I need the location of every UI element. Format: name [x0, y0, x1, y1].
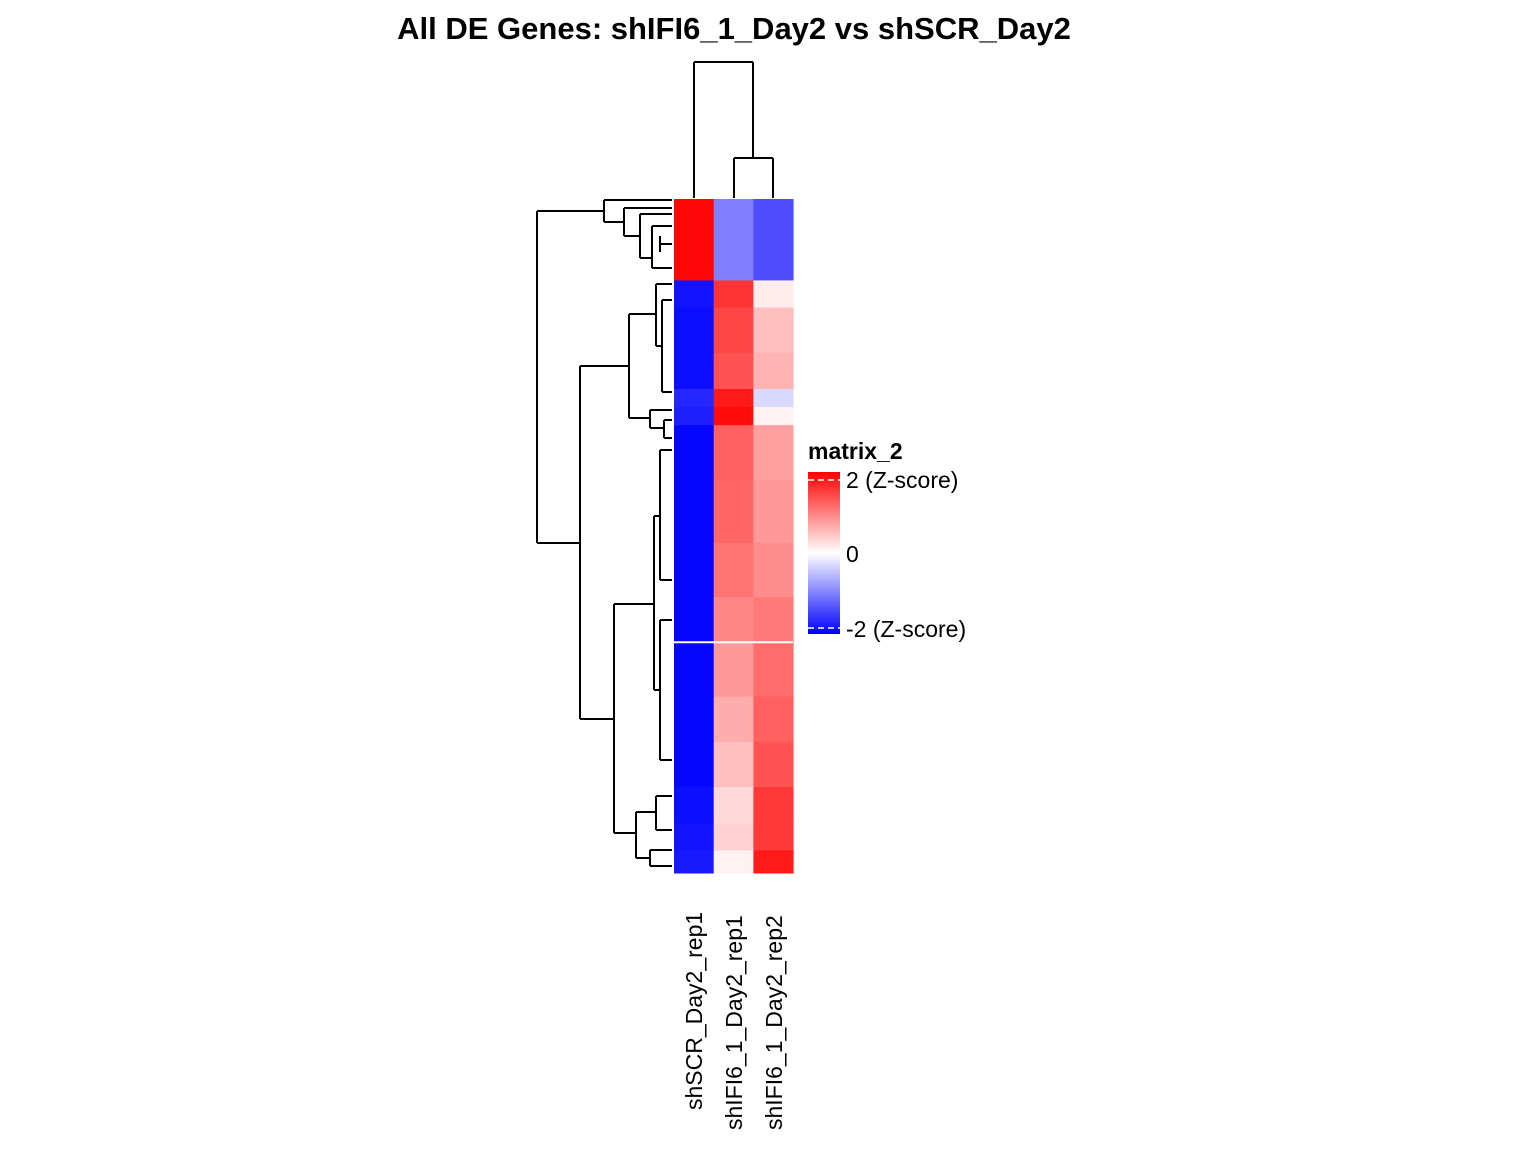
heatmap-cell-g8-c1 — [713, 542, 754, 598]
heatmap-cell-g6-c0 — [674, 425, 715, 480]
heatmap-cell-g3-c2 — [753, 352, 794, 390]
heatmap-cell-g11-c1 — [713, 696, 754, 743]
heatmap-cell-g0-c1 — [713, 199, 754, 281]
col-label-shIFI6-rep1: shIFI6_1_Day2_rep1 — [721, 915, 747, 1130]
legend-label-mid: 0 — [846, 541, 859, 567]
heatmap-cell-g7-c2 — [753, 479, 794, 544]
col-label-shSCR-rep1: shSCR_Day2_rep1 — [681, 912, 707, 1110]
heatmap-cell-g14-c2 — [753, 823, 794, 851]
heatmap-cell-g5-c1 — [713, 407, 754, 426]
heatmap-cell-g12-c1 — [713, 741, 754, 788]
heatmap-cell-g7-c1 — [713, 479, 754, 544]
heatmap-cell-g2-c2 — [753, 307, 794, 354]
heatmap-cell-g14-c1 — [713, 823, 754, 851]
heatmap-cell-g3-c0 — [674, 352, 715, 390]
heatmap-cell-g12-c0 — [674, 741, 715, 788]
heatmap-cell-g11-c2 — [753, 696, 794, 743]
heatmap-cell-g2-c0 — [674, 307, 715, 354]
heatmap-cell-g15-c1 — [713, 850, 754, 874]
heatmap-cell-g10-c0 — [674, 642, 715, 698]
heatmap-cell-g7-c0 — [674, 479, 715, 544]
heatmap-cell-g8-c0 — [674, 542, 715, 598]
heatmap-cell-g9-c1 — [713, 597, 754, 643]
heatmap-cell-g0-c2 — [753, 199, 794, 281]
heatmap-cell-g10-c2 — [753, 642, 794, 698]
heatmap-cell-g14-c0 — [674, 823, 715, 851]
heatmap-cell-g9-c0 — [674, 597, 715, 643]
legend-colorbar — [808, 472, 840, 634]
heatmap-cell-g3-c1 — [713, 352, 754, 390]
heatmap-cell-g4-c0 — [674, 388, 715, 408]
heatmap-cell-g1-c0 — [674, 280, 715, 309]
heatmap-cell-g5-c2 — [753, 407, 794, 426]
col-label-shIFI6-rep2: shIFI6_1_Day2_rep2 — [761, 915, 787, 1130]
legend-label-high: 2 (Z-score) — [846, 467, 958, 493]
heatmap-cell-g9-c2 — [753, 597, 794, 643]
heatmap-cell-g4-c2 — [753, 388, 794, 408]
heatmap-cell-g13-c0 — [674, 787, 715, 824]
heatmap-cell-g8-c2 — [753, 542, 794, 598]
heatmap-cell-g15-c0 — [674, 850, 715, 874]
column-dendrogram — [693, 61, 774, 198]
heatmap-cell-g1-c2 — [753, 280, 794, 309]
heatmap-cell-g6-c1 — [713, 425, 754, 480]
legend: matrix_2 2 (Z-score) 0 -2 (Z-score) — [808, 438, 966, 642]
heatmap-cell-g4-c1 — [713, 388, 754, 408]
row-dendrogram — [536, 199, 672, 867]
chart-title: All DE Genes: shIFI6_1_Day2 vs shSCR_Day… — [397, 11, 1071, 46]
heatmap-cell-g11-c0 — [674, 696, 715, 743]
heatmap-cell-g13-c1 — [713, 787, 754, 824]
heatmap-cell-g12-c2 — [753, 741, 794, 788]
heatmap-cell-g1-c1 — [713, 280, 754, 309]
heatmap-cell-g6-c2 — [753, 425, 794, 480]
heatmap-cell-g13-c2 — [753, 787, 794, 824]
legend-label-low: -2 (Z-score) — [846, 616, 966, 642]
legend-title: matrix_2 — [808, 438, 903, 464]
heatmap-cell-g2-c1 — [713, 307, 754, 354]
heatmap-cell-g10-c1 — [713, 642, 754, 698]
heatmap-cell-g15-c2 — [753, 850, 794, 874]
heatmap-cell-g0-c0 — [674, 199, 715, 281]
heatmap-cells — [674, 199, 794, 874]
heatmap-cell-g5-c0 — [674, 407, 715, 426]
